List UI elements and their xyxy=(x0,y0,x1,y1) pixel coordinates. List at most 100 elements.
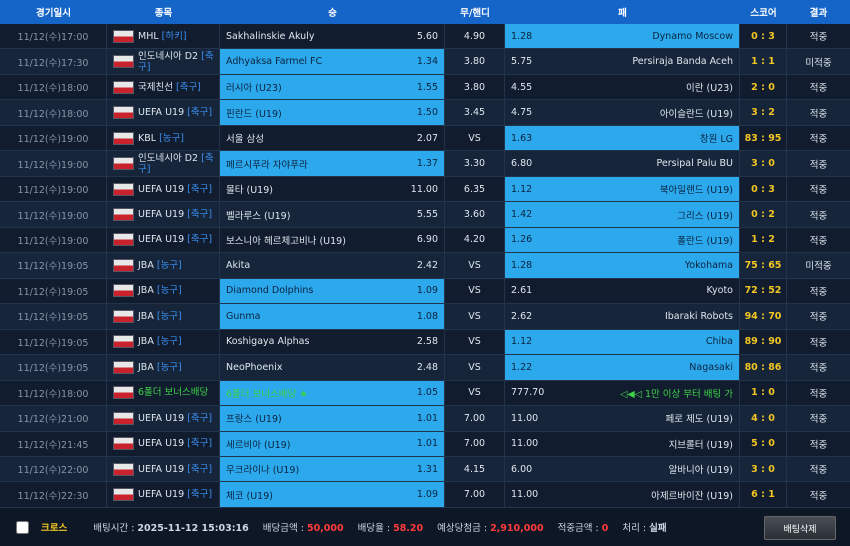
match-date: 11/12(수)19:00 xyxy=(0,176,107,202)
away-option[interactable]: 2.62 Ibaraki Robots xyxy=(505,304,740,329)
home-option[interactable]: 프랑스 (U19) 1.01 xyxy=(220,406,445,431)
home-option[interactable]: 체코 (U19) 1.09 xyxy=(220,482,445,507)
league-text: UEFA U19 [축구] xyxy=(138,234,212,245)
away-option[interactable]: 2.61 Kyoto xyxy=(505,278,740,304)
bet-row: 11/12(수)18:00 국제친선 [축구] 러시아 (U23) 1.55 3.80 4… xyxy=(0,74,850,101)
away-option[interactable]: 11.00 지브롤터 (U19) xyxy=(505,431,740,456)
home-option[interactable]: 몰타 (U19) 11.00 xyxy=(220,176,445,202)
home-odds: 1.01 xyxy=(416,412,438,424)
away-option[interactable]: 6.80 Persipal Palu BU xyxy=(505,151,740,176)
home-option[interactable]: 페르시푸라 자야푸라 1.37 xyxy=(220,151,445,176)
home-option[interactable]: 우크라이나 (U19) 1.31 xyxy=(220,456,445,482)
away-option[interactable]: 1.28 Dynamo Moscow xyxy=(505,24,740,49)
away-option[interactable]: 4.55 이란 (U23) xyxy=(505,74,740,100)
league: UEFA U19 [축구] xyxy=(107,100,220,125)
league: UEFA U19 [축구] xyxy=(107,456,220,482)
sport-tag: [농구] xyxy=(156,285,182,297)
bet-row: 11/12(수)19:00 KBL [농구] 서울 삼성 2.07 VS 1.63 창원 L… xyxy=(0,125,850,152)
home-odds: 1.05 xyxy=(416,387,438,399)
away-option[interactable]: 4.75 아이슬란드 (U19) xyxy=(505,100,740,125)
league: JBA [농구] xyxy=(107,304,220,329)
away-team: 폴란드 (U19) xyxy=(677,235,733,247)
league-name: JBA xyxy=(138,336,154,348)
league-icon xyxy=(113,462,134,476)
home-team: 서울 삼성 xyxy=(226,134,264,146)
table-header: 경기일시 종목 승 무/핸디 패 스코어 결과 xyxy=(0,0,850,25)
away-option[interactable]: 1.12 북아일랜드 (U19) xyxy=(505,176,740,202)
result: 적중 xyxy=(809,185,828,197)
match-date: 11/12(수)18:00 xyxy=(0,74,107,100)
column-header: 종목 xyxy=(154,8,173,19)
home-option[interactable]: Gunma 1.08 xyxy=(220,304,445,329)
footer-item: 배당금액 :50,000 xyxy=(263,520,344,534)
home-option[interactable]: 핀란드 (U19) 1.50 xyxy=(220,100,445,125)
away-option[interactable]: 5.75 Persiraja Banda Aceh xyxy=(505,49,740,74)
draw-option: 4.90 xyxy=(445,24,505,49)
league-icon xyxy=(113,386,134,400)
home-option[interactable]: 6폴더 보너스배당 ★ 1.05 xyxy=(220,380,445,406)
home-team: 페르시푸라 자야푸라 xyxy=(226,159,308,171)
home-option[interactable]: Adhyaksa Farmel FC 1.34 xyxy=(220,49,445,74)
home-option[interactable]: 러시아 (U23) 1.55 xyxy=(220,74,445,100)
home-option[interactable]: Akita 2.42 xyxy=(220,253,445,278)
league-text: UEFA U19 [축구] xyxy=(138,413,212,424)
away-option[interactable]: 11.00 페로 제도 (U19) xyxy=(505,406,740,431)
sport-tag: [축구] xyxy=(187,107,213,119)
league-text: UEFA U19 [축구] xyxy=(138,209,212,220)
home-team: 우크라이나 (U19) xyxy=(226,465,300,477)
home-option[interactable]: 벨라루스 (U19) 5.55 xyxy=(220,202,445,227)
home-option[interactable]: Diamond Dolphins 1.09 xyxy=(220,278,445,304)
footer-item: 배당율 :58.20 xyxy=(358,520,424,534)
home-team: Adhyaksa Farmel FC xyxy=(226,56,323,68)
away-option[interactable]: 1.22 Nagasaki xyxy=(505,355,740,380)
score: 5 : 0 xyxy=(740,431,787,456)
league: 6폴더 보너스배당 xyxy=(107,380,220,406)
footer-value: 58.20 xyxy=(393,523,424,534)
home-option[interactable]: 세르비아 (U19) 1.01 xyxy=(220,431,445,456)
away-team: Kyoto xyxy=(706,285,733,297)
away-option[interactable]: 6.00 알바니아 (U19) xyxy=(505,456,740,482)
score: 0 : 2 xyxy=(740,202,787,227)
draw-option: VS xyxy=(445,329,505,355)
away-option[interactable]: 1.26 폴란드 (U19) xyxy=(505,227,740,253)
sport-tag: [축구] xyxy=(138,50,214,73)
away-option[interactable]: 11.00 아제르바이잔 (U19) xyxy=(505,482,740,507)
home-option[interactable]: NeoPhoenix 2.48 xyxy=(220,355,445,380)
home-option[interactable]: 보스니아 헤르체고비나 (U19) 6.90 xyxy=(220,227,445,253)
league: 국제친선 [축구] xyxy=(107,74,220,100)
home-team: Sakhalinskie Akuly xyxy=(226,30,315,42)
sport-tag: [축구] xyxy=(187,234,213,246)
select-checkbox[interactable] xyxy=(16,520,29,534)
home-option[interactable]: Sakhalinskie Akuly 5.60 xyxy=(220,24,445,49)
league-icon xyxy=(113,106,134,120)
delete-button[interactable]: 배팅삭제 xyxy=(764,516,836,540)
away-option[interactable]: 777.70 ◁◀◁ 1만 이상 부터 배팅 가 xyxy=(505,380,740,406)
home-team: 몰타 (U19) xyxy=(226,185,273,197)
away-option[interactable]: 1.12 Chiba xyxy=(505,329,740,355)
match-date: 11/12(수)19:00 xyxy=(0,202,107,227)
home-odds: 11.00 xyxy=(410,183,438,195)
result: 적중 xyxy=(809,312,828,324)
away-odds: 1.26 xyxy=(511,234,533,246)
league-name: UEFA U19 xyxy=(138,463,185,475)
away-option[interactable]: 1.63 창원 LG xyxy=(505,125,740,151)
draw-option: 3.30 xyxy=(445,151,505,176)
away-team: 북아일랜드 (U19) xyxy=(659,185,733,197)
away-odds: 11.00 xyxy=(511,412,539,424)
away-option[interactable]: 1.42 그리스 (U19) xyxy=(505,202,740,227)
draw-option: 3.45 xyxy=(445,100,505,125)
sport-tag: [축구] xyxy=(187,183,213,195)
match-date: 11/12(수)17:30 xyxy=(0,49,107,74)
away-option[interactable]: 1.28 Yokohama xyxy=(505,253,740,278)
draw-option: VS xyxy=(445,304,505,329)
home-option[interactable]: 서울 삼성 2.07 xyxy=(220,125,445,151)
league-name: JBA xyxy=(138,310,154,322)
home-option[interactable]: Koshigaya Alphas 2.58 xyxy=(220,329,445,355)
draw-option: 7.00 xyxy=(445,431,505,456)
footer-value: 2025-11-12 15:03:16 xyxy=(137,523,249,534)
match-date: 11/12(수)19:05 xyxy=(0,304,107,329)
home-odds: 1.50 xyxy=(416,107,438,119)
match-date: 11/12(수)18:00 xyxy=(0,100,107,125)
sport-tag: [축구] xyxy=(187,489,213,501)
bet-row: 11/12(수)22:30 UEFA U19 [축구] 체코 (U19) 1.09 7.… xyxy=(0,482,850,508)
